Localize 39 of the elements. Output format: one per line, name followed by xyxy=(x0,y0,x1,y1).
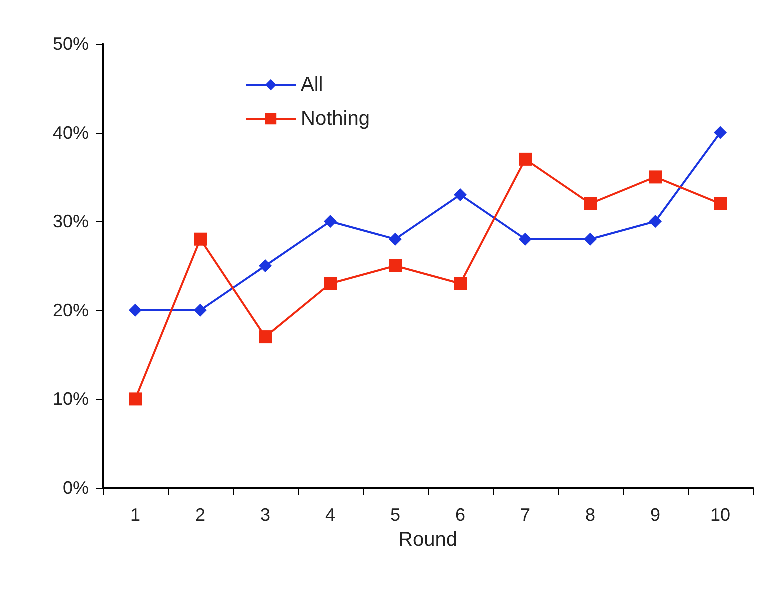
x-tick-label: 8 xyxy=(585,505,596,525)
x-tick-label: 2 xyxy=(195,505,206,525)
x-tick-label: 4 xyxy=(325,505,336,525)
point xyxy=(129,392,142,406)
point xyxy=(259,260,272,272)
x-tick-label: 1 xyxy=(130,505,141,525)
x-axis-title: Round xyxy=(398,529,458,551)
point xyxy=(324,277,337,290)
y-tick-label: 20% xyxy=(52,300,89,320)
point xyxy=(389,260,402,272)
x-tick-label: 5 xyxy=(390,505,401,525)
point xyxy=(454,277,467,290)
point xyxy=(259,330,272,344)
point xyxy=(519,152,532,166)
x-tick-label: 7 xyxy=(520,505,531,525)
y-tick-label: 30% xyxy=(52,212,89,232)
legend-label: All xyxy=(301,74,324,96)
point xyxy=(129,304,142,317)
y-tick-label: 10% xyxy=(52,389,89,410)
point xyxy=(584,232,597,246)
point xyxy=(714,126,727,140)
point xyxy=(714,197,727,210)
point xyxy=(519,232,532,246)
point xyxy=(194,304,207,317)
x-tick-label: 9 xyxy=(650,505,661,525)
y-tick-label: 50% xyxy=(52,34,89,54)
point xyxy=(454,188,467,202)
x-tick-label: 6 xyxy=(455,505,466,525)
x-tick-label: 3 xyxy=(260,505,271,525)
point xyxy=(649,215,662,228)
legend-label: Nothing xyxy=(301,108,370,130)
point xyxy=(324,215,337,228)
point xyxy=(194,232,207,246)
y-tick-label: 0% xyxy=(62,478,89,498)
y-tick-label: 40% xyxy=(52,122,89,143)
point xyxy=(389,232,402,246)
x-tick-label: 10 xyxy=(710,505,731,525)
point xyxy=(584,197,597,210)
point xyxy=(649,170,662,184)
